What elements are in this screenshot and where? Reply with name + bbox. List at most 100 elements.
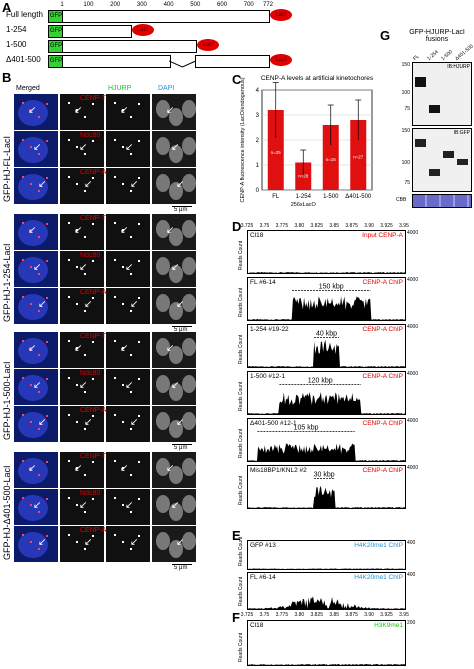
signal-dot <box>84 474 86 476</box>
signal-dot <box>122 504 124 506</box>
arrow-icon: ↙ <box>28 225 37 236</box>
arrow-icon: ↙ <box>28 343 37 354</box>
dapi-image: ↙ <box>152 369 196 405</box>
residue-tick-label: 700 <box>243 2 254 8</box>
chart-title: CENP-A levels at artificial kinetochores <box>261 75 374 82</box>
track-chip-label: CENP-A ChIP <box>362 279 403 286</box>
signal-dot <box>92 415 94 417</box>
merged-image: ↙ <box>14 526 58 562</box>
read-profile: 120 kbp <box>248 378 405 414</box>
signal-dot <box>68 176 70 178</box>
track-ymax: 4000 <box>407 277 419 283</box>
signal-dot <box>22 497 24 499</box>
y-tick-label: 0 <box>256 188 260 194</box>
hjurp-image: ↙ <box>106 94 150 130</box>
signal-dot <box>76 266 78 268</box>
blot-band <box>429 169 440 176</box>
arrow-icon: ↙ <box>171 142 180 153</box>
dapi-image: ↙ <box>152 526 196 562</box>
marker-label: CENP-T <box>80 453 107 460</box>
nucleus-blob <box>18 338 48 364</box>
signal-dot <box>138 140 140 142</box>
scale-bar-label: 5 μm <box>174 327 188 333</box>
panel-d-label: D <box>232 219 242 234</box>
nucleus-blob <box>18 294 48 320</box>
arrow-icon: ↙ <box>130 299 139 310</box>
merged-image: ↙ <box>14 489 58 525</box>
arrow-icon: ↙ <box>79 380 88 391</box>
merged-image: ↙ <box>14 332 58 368</box>
arrow-icon: ↙ <box>33 380 42 391</box>
nucleus-blob <box>156 375 170 393</box>
hjurp-image: ↙ <box>106 251 150 287</box>
signal-dot <box>114 139 116 141</box>
track-ylabel: Reads Count <box>238 632 244 662</box>
signal-dot <box>122 109 124 111</box>
nucleus-blob <box>169 420 183 438</box>
signal-dot <box>30 183 32 185</box>
signal-dot <box>76 146 78 148</box>
signal-dot <box>114 296 116 298</box>
signal-dot <box>76 229 78 231</box>
nucleus-blob <box>182 257 196 275</box>
track-ylabel: Reads Count <box>238 334 244 364</box>
signal-dot <box>30 421 32 423</box>
marker-label: CENP-A <box>80 407 107 414</box>
signal-dot <box>30 146 32 148</box>
x-note: 256xLacO <box>291 202 317 208</box>
laci-tag: LacI <box>197 39 220 51</box>
marker-label: Ndc80 <box>80 132 101 139</box>
arrow-icon: ↙ <box>166 463 175 474</box>
signal-dot <box>38 273 40 275</box>
signal-dot <box>68 259 70 261</box>
signal-dot <box>84 236 86 238</box>
marker-label: CENP-A <box>80 169 107 176</box>
chip-track: FL #6-14 CENP-A ChIP 150 kbp <box>247 277 406 321</box>
arrow-icon: ↙ <box>74 463 83 474</box>
signal-dot <box>38 474 40 476</box>
signal-dot <box>138 498 140 500</box>
arrow-icon: ↙ <box>74 105 83 116</box>
mw-marker: 150 <box>401 128 410 134</box>
signal-dot <box>114 534 116 536</box>
track-chip-label: CENP-A ChIP <box>362 467 403 474</box>
panel-b-label: B <box>2 70 12 85</box>
arrow-icon: ↙ <box>125 142 134 153</box>
axis-tick-label: 3.95 <box>399 223 409 229</box>
nucleus-blob <box>182 338 196 356</box>
nucleus-blob <box>156 532 170 550</box>
track-sample-label: 1-500 #12-1 <box>250 373 286 380</box>
nucleus-blob <box>169 302 183 320</box>
merged-image: ↙ <box>14 452 58 488</box>
hjurp-image: ↙ <box>106 332 150 368</box>
dapi-image: ↙ <box>152 131 196 167</box>
track-ymax: 4000 <box>407 418 419 424</box>
arrow-icon: ↙ <box>120 105 129 116</box>
residue-tick-label: 500 <box>190 2 201 8</box>
signal-dot <box>46 415 48 417</box>
signal-dot <box>30 504 32 506</box>
signal-dot <box>30 303 32 305</box>
signal-dot <box>46 378 48 380</box>
axis-tick-label: 3.725 <box>240 612 254 618</box>
blot-label-hjurp: IB:HJURP <box>447 64 470 70</box>
y-tick-label: 4 <box>256 88 260 94</box>
dapi-image: ↙ <box>152 94 196 130</box>
marker-image: ↙ <box>60 214 104 250</box>
construct-bar-right <box>195 55 270 68</box>
merged-image: ↙ <box>14 251 58 287</box>
nucleus-blob <box>182 412 196 430</box>
signal-dot <box>122 467 124 469</box>
group-label: GFP-HJ-1-500-LacI <box>2 361 12 440</box>
axis-tick-label: 3.75 <box>259 223 270 229</box>
axis-tick-label: 3.85 <box>329 612 340 618</box>
coverage-area <box>248 339 405 367</box>
signal-dot <box>138 461 140 463</box>
signal-dot <box>68 377 70 379</box>
signal-dot <box>114 222 116 224</box>
signal-dot <box>76 303 78 305</box>
signal-dot <box>92 297 94 299</box>
gfp-tag: GFP <box>48 10 64 23</box>
arrow-icon: ↙ <box>176 299 185 310</box>
nucleus-blob <box>156 458 170 476</box>
